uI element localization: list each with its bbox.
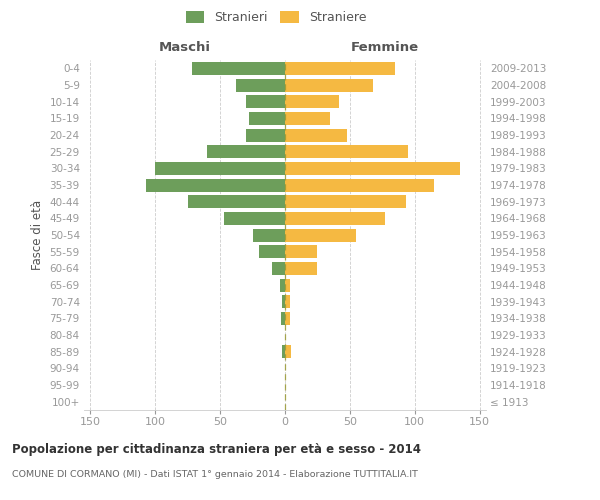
Bar [285,112,331,125]
Text: Popolazione per cittadinanza straniera per età e sesso - 2014: Popolazione per cittadinanza straniera p… [12,442,421,456]
Bar [285,212,385,225]
Bar [259,245,285,258]
Bar [155,162,285,175]
Bar [285,278,290,291]
Bar [285,312,290,325]
Bar [224,212,285,225]
Text: COMUNE DI CORMANO (MI) - Dati ISTAT 1° gennaio 2014 - Elaborazione TUTTITALIA.IT: COMUNE DI CORMANO (MI) - Dati ISTAT 1° g… [12,470,418,479]
Text: Femmine: Femmine [351,41,419,54]
Bar [285,128,347,141]
Bar [281,312,285,325]
Bar [285,62,395,75]
Bar [285,178,434,192]
Bar [285,245,317,258]
Bar [285,295,290,308]
Legend: Stranieri, Straniere: Stranieri, Straniere [181,6,371,29]
Bar [236,78,285,92]
Bar [285,228,356,241]
Bar [248,112,285,125]
Bar [191,62,285,75]
Bar [146,178,285,192]
Bar [285,345,292,358]
Bar [285,78,373,92]
Bar [272,262,285,275]
Bar [285,162,460,175]
Bar [207,145,285,158]
Y-axis label: Fasce di età: Fasce di età [31,200,44,270]
Bar [285,95,340,108]
Text: Maschi: Maschi [159,41,211,54]
Bar [283,295,285,308]
Bar [188,195,285,208]
Bar [285,195,406,208]
Bar [285,262,317,275]
Bar [280,278,285,291]
Bar [246,128,285,141]
Bar [253,228,285,241]
Bar [283,345,285,358]
Bar [246,95,285,108]
Bar [285,145,408,158]
